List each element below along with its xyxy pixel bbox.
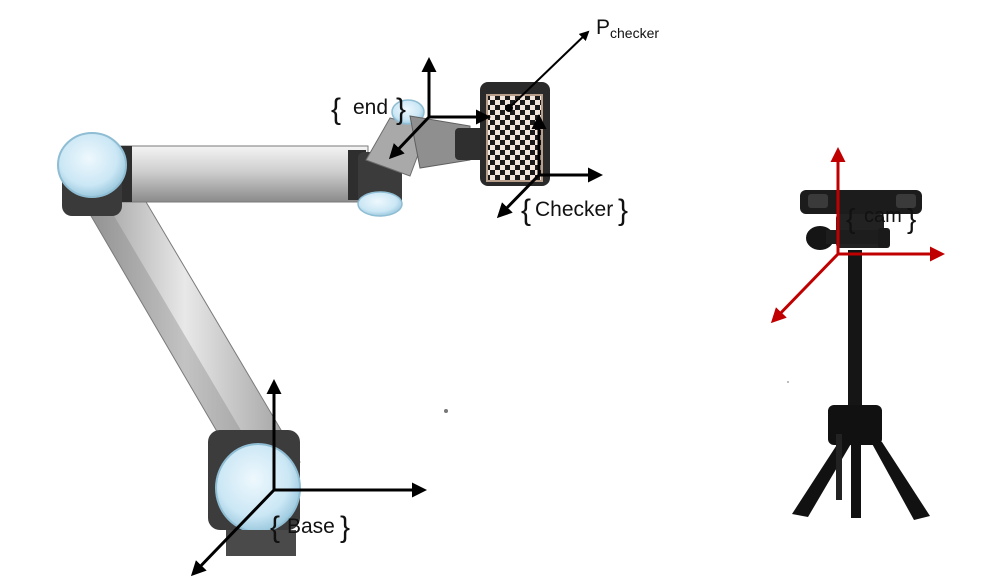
- stray-dot: [444, 409, 448, 413]
- cam-label-text: cam: [864, 205, 902, 227]
- cam-frame-axes: [770, 147, 945, 324]
- base-frame-axes: [190, 379, 427, 577]
- checker-label-text: Checker: [535, 198, 613, 221]
- end-axis-y: [388, 115, 431, 160]
- end-label-text: end: [353, 96, 388, 119]
- p-label-subscript: checker: [610, 25, 659, 41]
- left-brace: {: [331, 93, 341, 126]
- right-brace: }: [907, 203, 916, 234]
- camera-tripod: [792, 190, 930, 520]
- checker-axis-y: [496, 173, 541, 219]
- right-brace: }: [340, 511, 350, 544]
- right-brace: }: [396, 93, 406, 126]
- cam-frame-label: { cam }: [846, 203, 916, 234]
- base-axis-y: [190, 488, 276, 577]
- robot-shoulder-joint: [57, 132, 127, 216]
- left-brace: {: [270, 511, 280, 544]
- depth-camera: [800, 190, 922, 250]
- base-label-text: Base: [287, 515, 335, 538]
- p-checker-label: P checker: [596, 16, 659, 41]
- robot-upper-link: [117, 145, 369, 203]
- tripod-legs: [792, 250, 930, 520]
- stray-dot: [787, 381, 789, 383]
- checker-frame-label: { Checker }: [521, 194, 628, 227]
- checkerboard: [480, 82, 550, 186]
- end-frame-axes: [388, 57, 491, 160]
- right-brace: }: [618, 194, 628, 227]
- p-checker-vector: [508, 30, 590, 109]
- robot-arm: [57, 99, 485, 556]
- checker-frame-axes: [496, 114, 603, 219]
- end-frame-label: { end }: [331, 93, 406, 126]
- left-brace: {: [521, 194, 531, 227]
- cam-axis-y: [770, 252, 840, 324]
- left-brace: {: [846, 203, 855, 234]
- robot-base-joint: [208, 430, 301, 556]
- p-label-main: P: [596, 16, 610, 39]
- base-frame-label: { Base }: [270, 511, 350, 544]
